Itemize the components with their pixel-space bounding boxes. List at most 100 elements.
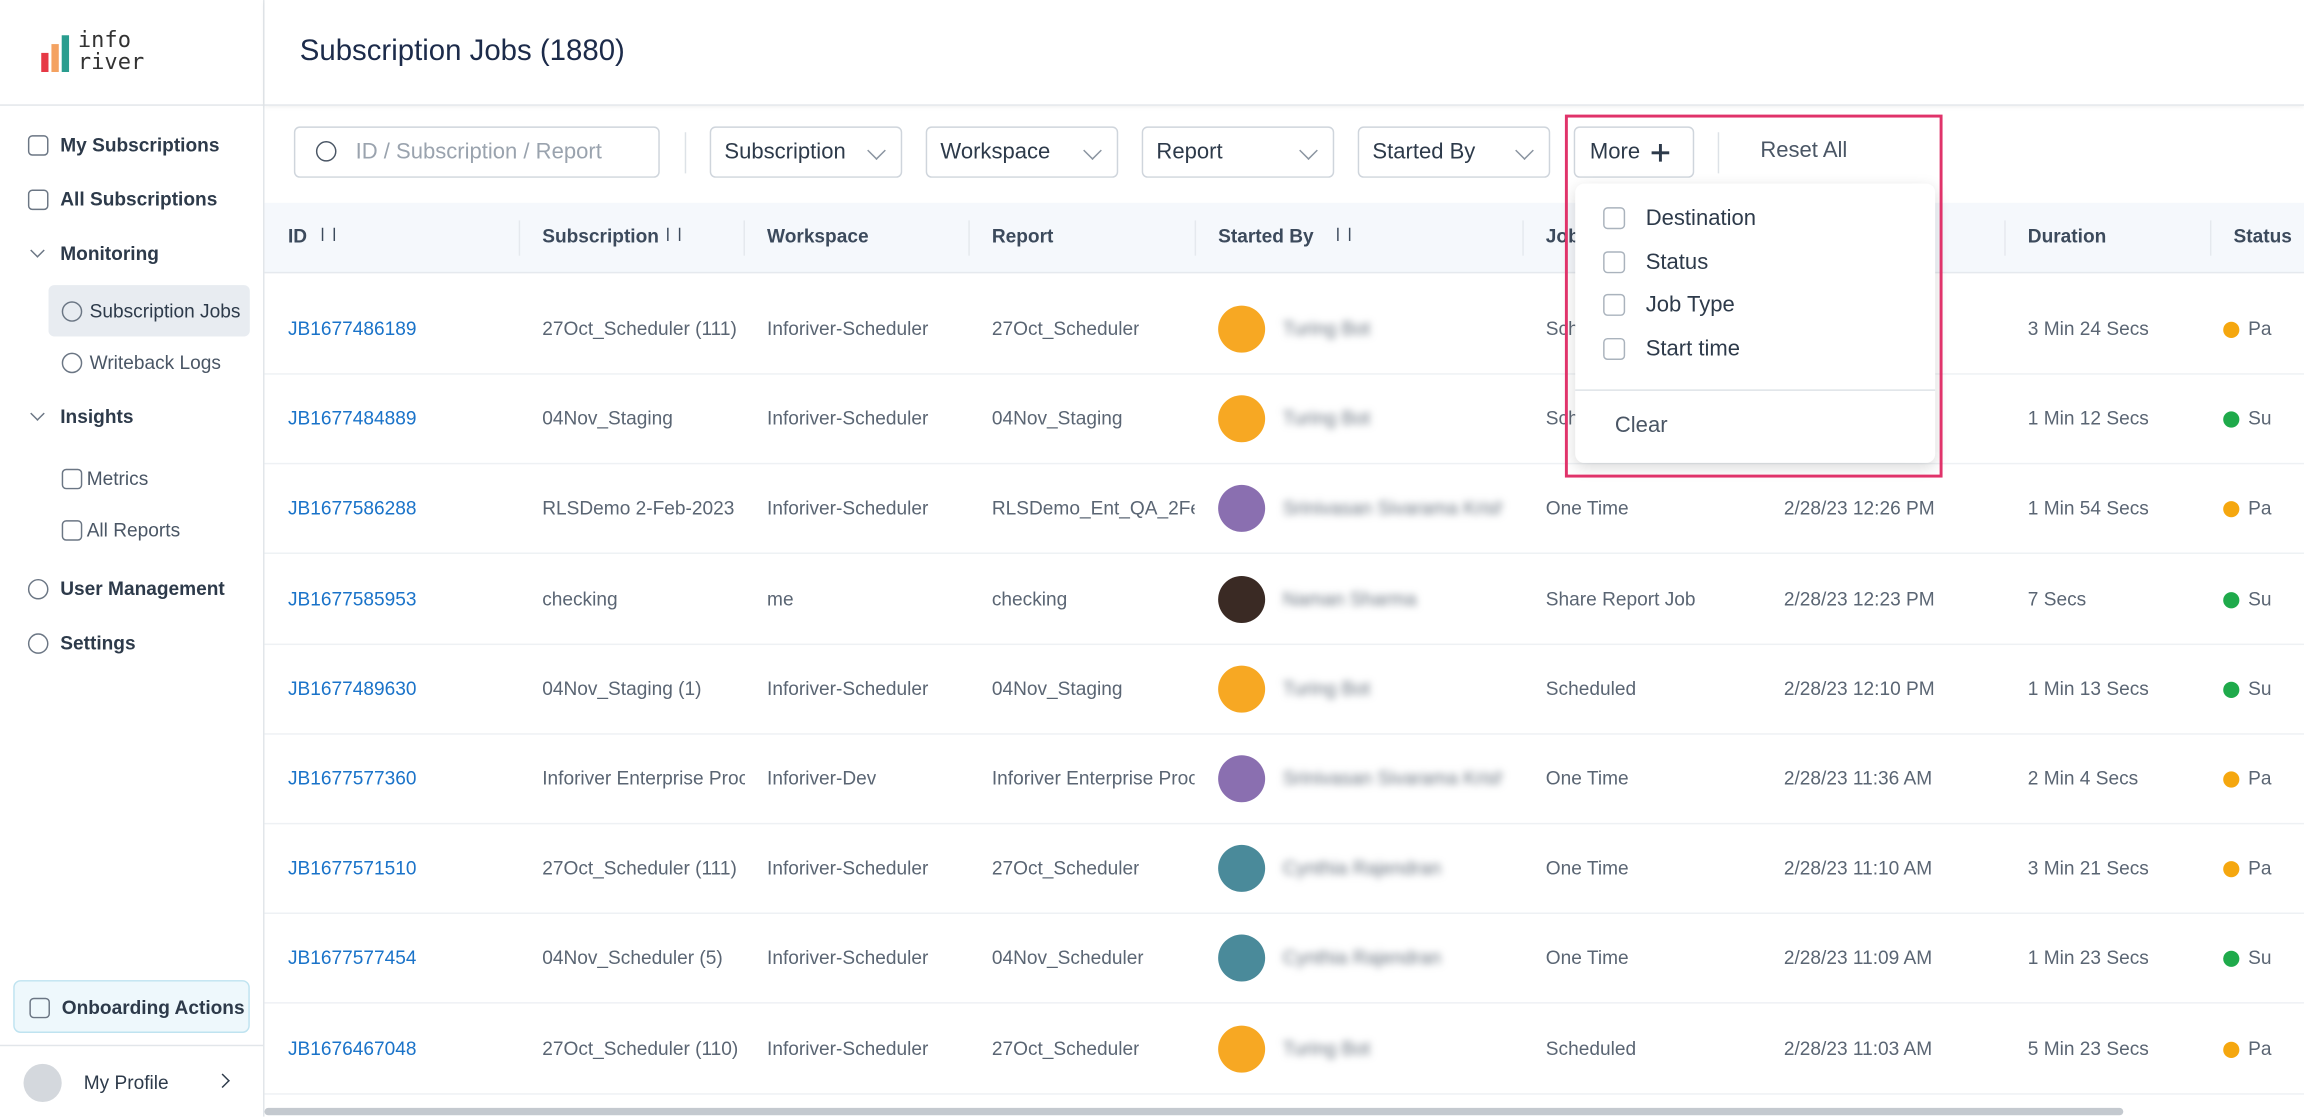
cell-subscription: Inforiver Enterprise Proc <box>542 767 745 789</box>
sort-icon <box>334 228 343 241</box>
nav-item[interactable]: Settings <box>60 632 135 654</box>
search-input[interactable]: ID / Subscription / Report <box>294 126 660 177</box>
cell-id[interactable]: JB1677577360 <box>288 767 417 789</box>
cell-id[interactable]: JB1677571510 <box>288 857 417 879</box>
cell-start-time: 2/28/23 11:36 AM <box>1784 767 1932 789</box>
column-divider <box>2004 220 2005 255</box>
user-name: Cynthia Rajendran <box>1283 947 1503 969</box>
nav-item[interactable]: My Subscriptions <box>60 134 219 156</box>
dropdown-label: Workspace <box>940 128 1050 176</box>
column-divider <box>968 220 969 255</box>
status-dot <box>2223 322 2239 338</box>
nav-icon <box>62 520 83 541</box>
column-header[interactable]: Status <box>2233 225 2304 247</box>
nav-sub-item[interactable]: Writeback Logs <box>90 351 221 373</box>
cell-id[interactable]: JB1677489630 <box>288 677 417 699</box>
cell-report: RLSDemo_Ent_QA_2Feb <box>992 497 1195 519</box>
cell-id[interactable]: JB1677577454 <box>288 947 417 969</box>
nav-sub-item[interactable]: Subscription Jobs <box>90 300 241 322</box>
cell-report: 27Oct_Scheduler <box>992 317 1140 339</box>
row-divider <box>264 733 2304 734</box>
status-dot <box>2223 861 2239 877</box>
avatar <box>1218 1025 1265 1072</box>
row-divider <box>264 373 2304 374</box>
status-text: Su <box>2248 677 2271 699</box>
cell-start-time: 2/28/23 11:09 AM <box>1784 947 1932 969</box>
nav-sub-item[interactable]: All Reports <box>87 519 180 541</box>
cell-report: 04Nov_Staging <box>992 407 1123 429</box>
dropdown-label: Started By <box>1372 128 1475 176</box>
user-name: Turing Bot <box>1283 407 1503 429</box>
scrollbar[interactable] <box>264 1108 2123 1115</box>
filter-dropdown[interactable]: Started By <box>1358 126 1550 177</box>
status-dot <box>2223 592 2239 608</box>
status-text: Su <box>2248 947 2271 969</box>
status-text: Su <box>2248 407 2271 429</box>
cell-workspace: Inforiver-Scheduler <box>767 317 928 339</box>
column-divider <box>1195 220 1196 255</box>
cell-duration: 1 Min 54 Secs <box>2028 497 2149 519</box>
user-name: Turing Bot <box>1283 677 1503 699</box>
chevron <box>30 243 45 258</box>
filter-dropdown[interactable]: Subscription <box>710 126 902 177</box>
status-text: Su <box>2248 587 2271 609</box>
nav-group[interactable]: Monitoring <box>60 242 159 264</box>
column-header[interactable]: Report <box>992 225 1198 247</box>
sort-icon <box>679 228 688 241</box>
nav-icon <box>28 190 49 211</box>
cell-duration: 3 Min 24 Secs <box>2028 317 2149 339</box>
column-header[interactable]: Duration <box>2028 225 2219 247</box>
cell-subscription: 04Nov_Staging (1) <box>542 677 701 699</box>
status-dot <box>2223 951 2239 967</box>
logo-mark <box>41 32 70 73</box>
nav-item[interactable]: User Management <box>60 577 225 599</box>
cell-workspace: Inforiver-Scheduler <box>767 677 928 699</box>
cell-id[interactable]: JB1677585953 <box>288 587 417 609</box>
cell-job-type: Scheduled <box>1546 1037 1636 1059</box>
cell-duration: 1 Min 23 Secs <box>2028 947 2149 969</box>
avatar <box>1218 575 1265 622</box>
avatar <box>1218 935 1265 982</box>
onboarding-label[interactable]: Onboarding Actions <box>62 996 245 1018</box>
nav-item[interactable]: All Subscriptions <box>60 188 217 210</box>
profile-label[interactable]: My Profile <box>84 1071 169 1093</box>
row-divider <box>264 643 2304 644</box>
sort-icon <box>1337 228 1346 241</box>
row-divider <box>264 463 2304 464</box>
cell-report: 27Oct_Scheduler <box>992 857 1140 879</box>
divider <box>0 104 263 105</box>
cell-id[interactable]: JB1677484889 <box>288 407 417 429</box>
cell-subscription: RLSDemo 2-Feb-2023 <box>542 497 734 519</box>
nav-group[interactable]: Insights <box>60 406 133 428</box>
nav-sub-item[interactable]: Metrics <box>87 467 149 489</box>
cell-id[interactable]: JB1676467048 <box>288 1037 417 1059</box>
cell-subscription: 27Oct_Scheduler (111) <box>542 857 737 879</box>
user-name: Srinivasan Sivarama Krishnan <box>1283 497 1503 519</box>
column-header[interactable]: Subscription <box>542 225 748 247</box>
avatar <box>1218 485 1265 532</box>
separator <box>685 132 686 173</box>
status-text: Pa <box>2248 317 2271 339</box>
user-name: Turing Bot <box>1283 317 1503 339</box>
user-name: Srinivasan Sivarama Krishnan <box>1283 767 1503 789</box>
filter-dropdown[interactable]: Workspace <box>926 126 1118 177</box>
avatar <box>1218 396 1265 443</box>
table: IDSubscriptionWorkspaceReportStarted ByJ… <box>264 203 2304 1117</box>
column-header[interactable]: Started By <box>1218 225 1527 247</box>
row-divider <box>264 553 2304 554</box>
dropdown-label: Subscription <box>724 128 845 176</box>
cell-id[interactable]: JB1677586288 <box>288 497 417 519</box>
status-text: Pa <box>2248 857 2271 879</box>
onboarding-button[interactable]: Onboarding Actions <box>13 980 250 1033</box>
user-name: Naman Sharma <box>1283 587 1503 609</box>
avatar <box>1218 755 1265 802</box>
logo-line: river <box>78 51 144 73</box>
column-header[interactable]: Workspace <box>767 225 973 247</box>
cell-duration: 1 Min 13 Secs <box>2028 677 2149 699</box>
sort-icon <box>667 228 676 241</box>
cell-subscription: 27Oct_Scheduler (110) <box>542 1037 738 1059</box>
filter-dropdown[interactable]: Report <box>1142 126 1334 177</box>
status-dot <box>2223 502 2239 518</box>
nav-icon <box>28 633 49 654</box>
cell-id[interactable]: JB1677486189 <box>288 317 417 339</box>
